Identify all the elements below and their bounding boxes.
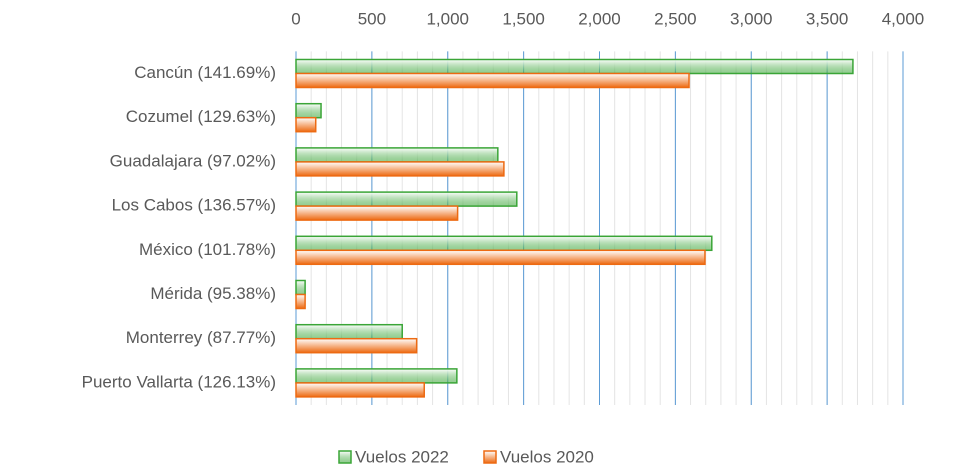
bar: [295, 249, 706, 266]
x-tick-label: 2,500: [654, 9, 697, 28]
y-tick-label: Cancún (141.69%): [134, 63, 276, 82]
x-tick-label: 0: [291, 9, 300, 28]
x-tick-label: 3,500: [806, 9, 849, 28]
bar: [295, 72, 690, 89]
bar: [295, 147, 499, 163]
bar: [295, 205, 459, 221]
legend-swatch: [338, 450, 352, 464]
bar: [295, 235, 713, 252]
legend-label: Vuelos 2022: [355, 447, 449, 466]
x-tick-label: 1,500: [502, 9, 545, 28]
x-tick-label: 2,000: [578, 9, 621, 28]
x-tick-label: 500: [358, 9, 386, 28]
bar: [295, 368, 458, 384]
y-tick-label: Los Cabos (136.57%): [112, 196, 276, 215]
bar: [295, 116, 317, 133]
bar: [295, 323, 403, 340]
y-tick-label: Guadalajara (97.02%): [110, 151, 276, 170]
y-tick-label: Cozumel (129.63%): [126, 107, 276, 126]
y-tick-label: Monterrey (87.77%): [126, 328, 276, 347]
bar: [295, 161, 505, 177]
bar: [295, 337, 418, 354]
x-tick-label: 1,000: [426, 9, 469, 28]
y-tick-label: Mérida (95.38%): [150, 284, 276, 303]
x-tick-label: 3,000: [730, 9, 773, 28]
y-tick-label: México (101.78%): [139, 240, 276, 259]
bar: [295, 58, 854, 75]
x-tick-label: 4,000: [882, 9, 925, 28]
legend-label: Vuelos 2020: [500, 447, 594, 466]
bar: [295, 293, 306, 310]
bar: [295, 191, 518, 207]
bar: [295, 279, 306, 296]
bar: [295, 102, 322, 119]
bar: [295, 382, 425, 398]
y-tick-label: Puerto Vallarta (126.13%): [82, 372, 276, 391]
legend-swatch: [483, 450, 497, 464]
